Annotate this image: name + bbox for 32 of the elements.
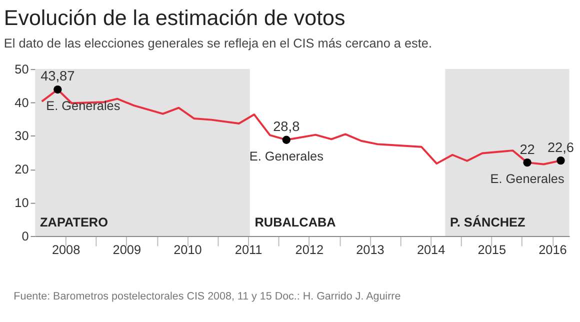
- y-tick-label: 0: [22, 229, 29, 244]
- y-tick-label: 40: [14, 96, 29, 110]
- data-label: 22,6: [547, 140, 574, 155]
- x-tick-label: 2012: [295, 243, 324, 258]
- point: [523, 158, 532, 167]
- chart-subtitle: El dato de las elecciones generales se refleja en el CIS más cercano a este.: [4, 36, 432, 51]
- x-tick-label: 2014: [416, 243, 446, 258]
- annotation: E. Generales: [46, 99, 120, 114]
- x-tick-label: 2016: [538, 243, 567, 258]
- x-tick-label: 2010: [174, 243, 202, 258]
- point: [556, 156, 565, 165]
- data-label: 28,8: [273, 119, 300, 134]
- annotation: RUBALCABA: [254, 215, 336, 230]
- annotation: E. Generales: [490, 172, 564, 186]
- x-tick-label: 2011: [234, 243, 262, 258]
- data-label: 43,87: [40, 68, 75, 84]
- annotation: E. Generales: [249, 149, 324, 164]
- y-tick-label: 10: [14, 196, 29, 210]
- x-tick-label: 2008: [52, 243, 80, 258]
- y-tick-label: 20: [14, 162, 29, 177]
- point: [282, 136, 290, 144]
- data-label: 22: [520, 142, 535, 157]
- x-tick-label: 2013: [356, 243, 384, 258]
- point: [54, 85, 62, 94]
- y-tick-label: 30: [14, 129, 29, 144]
- band-label: ZAPATERO: [40, 215, 108, 230]
- x-tick-label: 2009: [112, 243, 142, 258]
- band-label: P. SÁNCHEZ: [450, 214, 526, 230]
- y-tick-label: 50: [14, 62, 29, 76]
- text: Fuente: Barometros postelectorales CIS 2008, 11 y 15 Doc.: H. Garrido J. Aguirre: [14, 290, 401, 302]
- chart-title: Evolución de la estimación de votos: [4, 6, 346, 30]
- x-tick-label: 2015: [478, 243, 506, 258]
